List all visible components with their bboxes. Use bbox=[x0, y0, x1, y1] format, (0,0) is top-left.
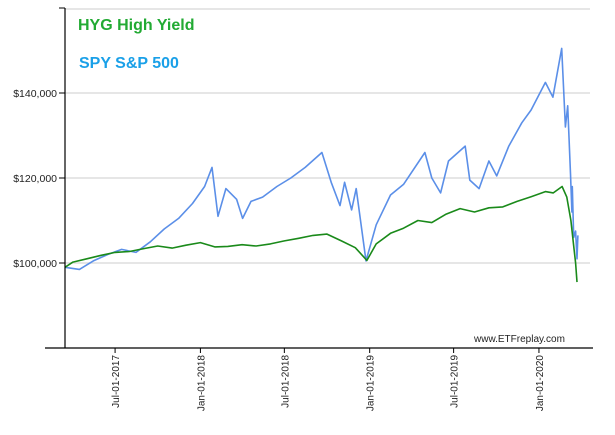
x-tick-label: Jan-01-2019 bbox=[366, 355, 377, 412]
x-tick-label: Jul-01-2019 bbox=[450, 355, 461, 408]
y-tick-label: $100,000 bbox=[13, 258, 57, 270]
watermark: www.ETFreplay.com bbox=[474, 334, 565, 345]
y-tick-label: $120,000 bbox=[13, 173, 57, 185]
legend-hyg: HYG High Yield bbox=[78, 17, 195, 34]
series-line-spy bbox=[64, 47, 579, 271]
series-line-hyg bbox=[64, 185, 578, 283]
legend-spy: SPY S&P 500 bbox=[79, 55, 179, 72]
x-tick-label: Jan-01-2020 bbox=[535, 355, 546, 412]
x-tick-label: Jul-01-2017 bbox=[111, 355, 122, 408]
x-tick-label: Jan-01-2018 bbox=[196, 355, 207, 412]
x-tick-label: Jul-01-2018 bbox=[280, 355, 291, 408]
y-tick-label: $140,000 bbox=[13, 88, 57, 100]
